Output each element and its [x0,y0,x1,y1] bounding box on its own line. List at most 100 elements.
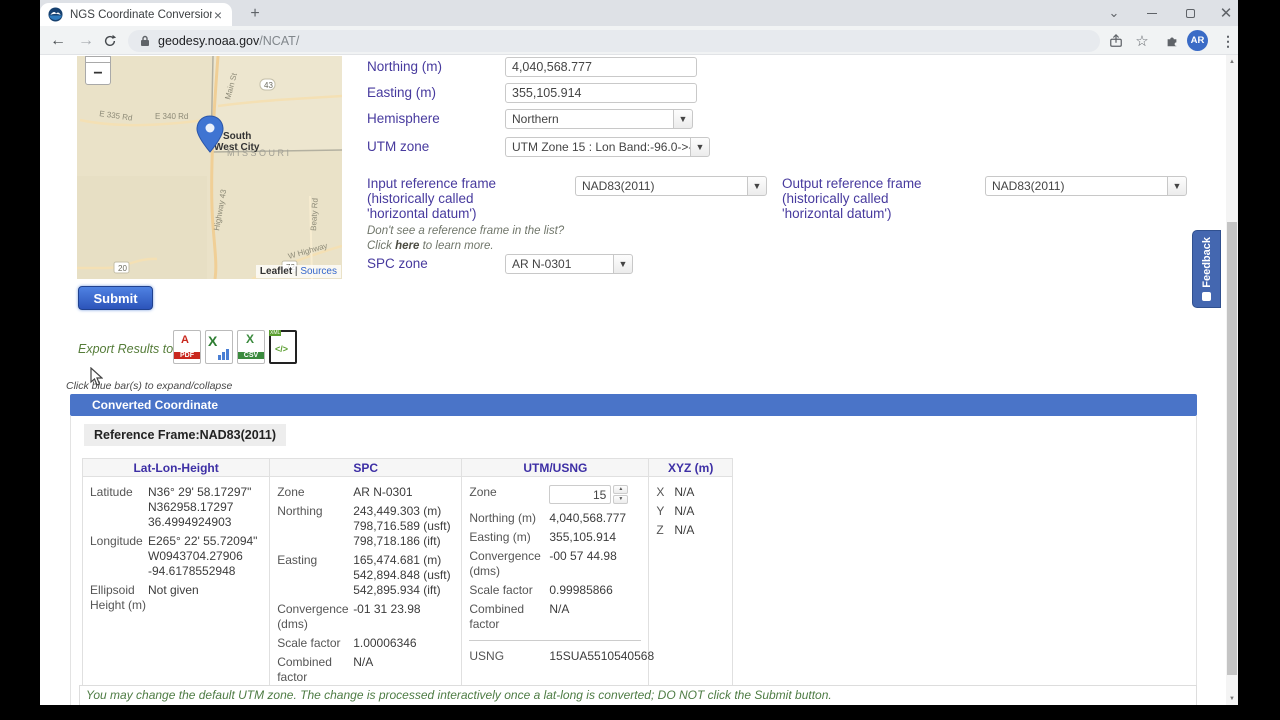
column-header: SPC [270,459,462,477]
ref-frame-hint: Don't see a reference frame in the list?… [367,225,565,252]
utm-zone-select[interactable]: UTM Zone 15 : Lon Band:-96.0->-90.0 ▼ [505,137,710,157]
spc-zone-select[interactable]: AR N-0301 ▼ [505,254,633,274]
utm-zone-spinner-input[interactable] [549,485,612,504]
map-marker-icon[interactable] [196,115,224,153]
minimize-button[interactable] [1140,0,1164,26]
reference-frame-chip: Reference Frame:NAD83(2011) [84,424,287,446]
zoom-out-button[interactable]: − [85,62,111,85]
export-excel-icon[interactable]: X [205,330,233,364]
export-results-label: Export Results to [78,342,174,356]
url-text: geodesy.noaa.gov/NCAT/ [158,34,300,48]
northing-label: Northing (m) [367,59,443,74]
leaflet-link[interactable]: Leaflet [259,266,293,277]
ncat-page: E 335 Rd E 340 Rd MISSOURI Beaty Rd High… [40,55,1226,705]
hemisphere-label: Hemisphere [367,111,440,126]
northing-input[interactable] [505,57,697,77]
converted-coordinate-bar[interactable]: Converted Coordinate [70,394,1197,416]
utm-zone-spinner[interactable]: ▲ ▼ [549,485,641,504]
table-row: Z N/A [656,523,695,537]
table-row: Convergence (dms) -01 31 23.98 [277,602,421,631]
table-row: Zone ▲ ▼ [469,485,641,504]
lock-icon [141,35,149,46]
map-state-label: MISSOURI [227,148,292,158]
spc-easting-values: 165,474.681 (m) 542,894.848 (usft) 542,8… [353,553,451,597]
window-chevron-icon[interactable]: ⌄ [1108,5,1120,20]
dropdown-arrow-icon[interactable]: ▼ [613,254,633,274]
map-road-label: Beaty Rd [309,198,320,231]
table-row: USNG 15SUA5510540568 [469,649,655,663]
utm-change-note: You may change the default UTM zone. The… [79,685,1197,705]
dropdown-arrow-icon[interactable]: ▼ [690,137,710,157]
url-bar[interactable]: geodesy.noaa.gov/NCAT/ [128,30,1100,52]
hemisphere-select[interactable]: Northern ▼ [505,109,693,129]
export-xml-icon[interactable]: XML </> [269,330,297,364]
table-row: Longitude E265° 22' 55.72094" W0943704.2… [90,534,262,579]
browser-window: NGS Coordinate Conversion and × + ⌄ ✕ ← … [40,0,1238,705]
tab-title: NGS Coordinate Conversion and [70,8,212,21]
menu-kebab-icon[interactable]: ⋮ [1221,32,1235,49]
input-ref-frame-select[interactable]: NAD83(2011) ▼ [575,176,767,196]
extensions-puzzle-icon[interactable] [1160,29,1184,53]
export-pdf-icon[interactable]: A PDF [173,330,201,364]
column-utm-usng: UTM/USNG Zone ▲ ▼ Northing (m) [462,459,655,697]
dropdown-arrow-icon[interactable]: ▼ [1167,176,1187,196]
map-canvas[interactable]: E 335 Rd E 340 Rd MISSOURI Beaty Rd High… [77,56,342,279]
leaflet-map[interactable]: E 335 Rd E 340 Rd MISSOURI Beaty Rd High… [77,56,342,279]
dropdown-arrow-icon[interactable]: ▼ [673,109,693,129]
column-header: Lat-Lon-Height [83,459,270,477]
column-lat-lon-height: Lat-Lon-Height Latitude N36° 29' 58.1729… [83,459,271,697]
column-header: XYZ (m) [649,459,732,477]
map-zoom-control: − [85,56,111,85]
new-tab-button[interactable]: + [250,5,260,22]
divider [469,640,642,641]
tab-close-icon[interactable]: × [213,6,222,23]
tab-strip: NGS Coordinate Conversion and × + ⌄ ✕ [40,0,1238,26]
forward-icon[interactable]: → [78,32,94,49]
scrollbar-thumb[interactable] [1227,222,1237,675]
svg-text:43: 43 [264,81,273,90]
map-city-label: West City [214,142,260,153]
longitude-values: E265° 22' 55.72094" W0943704.27906 -94.6… [148,534,258,578]
feedback-button[interactable]: Feedback [1192,230,1221,308]
column-spc: SPC Zone AR N-0301 Northing 243,449.303 … [270,459,463,697]
input-ref-frame-label: Input reference frame (historically call… [367,176,497,221]
zoom-in-button[interactable] [85,56,111,62]
reload-icon[interactable] [98,29,122,53]
submit-button[interactable]: Submit [78,286,153,310]
table-row: Combined factor N/A [469,602,570,631]
map-road-label: E 340 Rd [155,112,188,121]
scrollbar-up-icon[interactable]: ▲ [1229,58,1235,65]
expand-collapse-hint: Click blue bar(s) to expand/collapse [66,380,233,392]
column-header: UTM/USNG [462,459,649,477]
results-table: Lat-Lon-Height Latitude N36° 29' 58.1729… [82,458,733,698]
table-row: Ellipsoid Height (m) Not given [90,583,199,612]
spinner-up-icon[interactable]: ▲ [613,485,629,494]
table-row: Convergence (dms) -00 57 44.98 [469,549,617,578]
export-csv-icon[interactable]: X CSV [237,330,265,364]
share-icon[interactable] [1104,29,1128,53]
output-ref-frame-label: Output reference frame (historically cal… [782,176,922,221]
maximize-button[interactable] [1178,0,1202,26]
column-xyz: XYZ (m) X N/A Y N/A Z N/A [649,459,732,697]
bookmark-star-icon[interactable]: ☆ [1135,33,1149,50]
output-ref-frame-select[interactable]: NAD83(2011) ▼ [985,176,1187,196]
table-row: Latitude N36° 29' 58.17297" N362958.1729… [90,485,262,530]
map-attribution: Leaflet | Sources [255,265,341,278]
spc-zone-label: SPC zone [367,256,428,271]
profile-avatar[interactable]: AR [1187,30,1208,51]
page-scrollbar[interactable]: ▲ ▼ [1226,55,1238,705]
easting-input[interactable] [505,83,697,103]
sources-link[interactable]: Sources [300,266,337,277]
browser-toolbar: ← → geodesy.noaa.gov/NCAT/ ☆ AR ⋮ [40,26,1238,55]
spinner-down-icon[interactable]: ▼ [613,495,629,504]
table-row: Combined factor N/A [277,655,374,684]
latitude-values: N36° 29' 58.17297" N362958.17297 36.4994… [148,485,252,529]
browser-tab[interactable]: NGS Coordinate Conversion and × [40,3,232,26]
utm-zone-label: UTM zone [367,139,430,154]
back-icon[interactable]: ← [50,32,66,49]
map-city-label: South [223,131,251,142]
window-close-button[interactable]: ✕ [1219,5,1233,22]
learn-more-link[interactable]: here [395,240,420,252]
dropdown-arrow-icon[interactable]: ▼ [747,176,767,196]
scrollbar-down-icon[interactable]: ▼ [1229,695,1235,702]
